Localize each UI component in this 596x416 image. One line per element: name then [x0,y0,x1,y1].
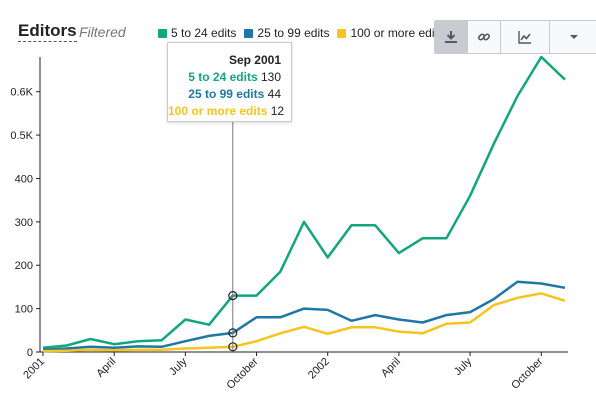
tooltip-value: 44 [267,87,281,101]
y-tick-label: 200 [15,260,33,272]
hover-point-3 [228,342,238,352]
chart-title[interactable]: Editors [18,21,77,42]
chart-type-button[interactable] [501,21,550,53]
x-tick-label: April [379,356,403,380]
legend-label: 25 to 99 edits [257,26,330,40]
y-tick-label: 100 [15,304,33,316]
legend-label: 5 to 24 edits [171,26,237,40]
tooltip-date: Sep 2001 [228,53,281,67]
hover-markers [228,122,238,352]
tooltip-row-5-24: 5 to 24 edits 130 [168,69,281,86]
x-tick-label: October [225,355,261,391]
chart-header: Editors Filtered 5 to 24 edits 25 to 99 … [0,0,596,60]
legend-item-25-99[interactable]: 25 to 99 edits [244,26,329,40]
y-tick-label: 0.6K [10,87,33,99]
series-line-1 [42,55,566,349]
tooltip-value: 12 [270,104,285,118]
y-tick-label: 400 [15,173,33,185]
legend-swatch [337,28,347,38]
x-tick-label: 2002 [306,356,332,382]
series-line-3 [42,292,566,353]
tooltip-series-name: 5 to 24 edits [188,70,258,84]
legend-item-100-plus[interactable]: 100 or more edits [337,26,444,40]
x-tick-label: July [167,355,190,378]
x-tick-label: July [452,355,475,378]
x-tick-label: October [509,355,545,391]
series-line-2 [42,280,566,352]
download-icon [445,31,457,43]
x-tick-label: 2001 [21,356,47,382]
tooltip-series-name: 100 or more edits [168,104,268,118]
tooltip-value: 130 [260,70,281,84]
legend-label: 100 or more edits [350,26,444,40]
hover-point-1 [228,291,238,301]
more-options-button[interactable] [550,21,596,53]
download-button[interactable] [435,21,468,53]
y-tick-label: 0.5K [10,130,33,142]
legend-swatch [158,28,167,38]
legend-item-5-24[interactable]: 5 to 24 edits [158,26,236,40]
copy-link-button[interactable] [468,21,501,53]
tooltip-row-100-plus: 100 or more edits 12 [168,103,285,120]
link-icon [477,33,491,41]
filter-status: Filtered [79,24,126,40]
hover-point-2 [228,328,238,338]
tooltip-row-25-99: 25 to 99 edits 44 [168,86,281,103]
x-tick-label: April [94,356,118,380]
y-tick-label: 300 [15,217,33,229]
legend: 5 to 24 edits 25 to 99 edits 100 or more… [158,26,444,40]
legend-swatch [244,28,254,38]
hover-tooltip: Sep 2001 5 to 24 edits 130 25 to 99 edit… [167,42,292,122]
series-lines [42,55,566,353]
tooltip-series-name: 25 to 99 edits [188,87,265,101]
chart-toolbar [434,20,596,54]
y-tick-label: 0 [27,347,33,359]
chevron-down-icon [570,35,578,39]
line-chart-icon [518,31,531,44]
